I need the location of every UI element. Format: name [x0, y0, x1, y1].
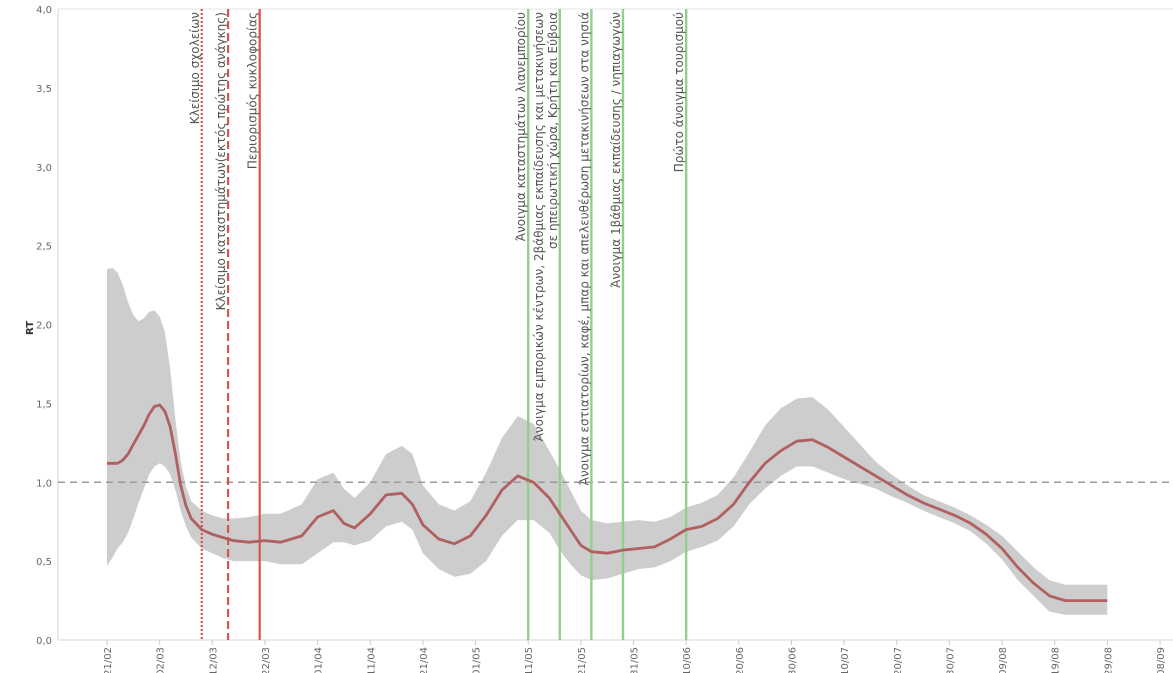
confidence-band [107, 267, 1108, 615]
x-tick-label: 29/08 [1103, 647, 1114, 673]
x-tick-label: 09/08 [998, 647, 1009, 673]
x-tick-label: 01/05 [472, 647, 483, 673]
rt-line [107, 403, 1108, 602]
y-tick-label: 4,0 [36, 5, 52, 16]
y-tick-label: 0,5 [36, 557, 52, 568]
event-label-3: Άνοιγμα καταστημάτων λιανεμπορίου [514, 12, 528, 241]
x-tick-label: 21/02 [103, 647, 114, 673]
x-tick-label: 11/05 [524, 647, 535, 673]
x-tick-label: 31/05 [630, 647, 641, 673]
rt-line-layer [107, 403, 1108, 602]
x-tick-label: 10/06 [682, 647, 693, 673]
event-lines-layer: Κλείσιμο σχολείων Κλείσιμο καταστημάτων(ε… [188, 9, 688, 640]
x-tick-label: 12/03 [208, 647, 219, 673]
x-tick-label: 20/06 [735, 647, 746, 673]
x-tick-label: 20/07 [893, 647, 904, 673]
event-label-7: Πρώτο άνοιγμα τουρισμού [672, 12, 686, 172]
x-tick-label: 21/04 [419, 647, 430, 673]
event-label-5: Άνοιγμα εστιατορίων, καφέ, μπαρ και απελ… [577, 12, 591, 485]
confidence-band-layer [107, 267, 1108, 615]
x-tick-label: 08/09 [1156, 647, 1167, 673]
x-tick-label: 30/06 [787, 647, 798, 673]
y-axis-label: RT [25, 321, 36, 335]
y-tick-label: 1,0 [36, 478, 52, 489]
x-tick-label: 19/08 [1051, 647, 1062, 673]
y-ticks: 0,0 0,5 1,0 1,5 2,0 2,5 3,0 3,5 4,0 [36, 5, 52, 647]
event-label-2: Περιορισμός κυκλοφορίας [246, 12, 260, 169]
event-label-4-0: Άνοιγμα εμπορικών κέντρων, 2βάθμιας εκπα… [532, 12, 546, 442]
x-tick-label: 21/05 [577, 647, 588, 673]
x-tick-label: 30/07 [945, 647, 956, 673]
x-tick-label: 01/04 [314, 647, 325, 673]
event-label-6: Άνοιγμα 1βάθμιας εκπαίδευσης / νηπιαγωγώ… [609, 12, 623, 288]
x-ticks: 21/02 02/03 12/03 22/03 01/04 11/04 21/04 01/05… [103, 640, 1167, 673]
x-tick-label: 22/03 [261, 647, 272, 673]
y-tick-label: 3,0 [36, 163, 52, 174]
y-tick-label: 1,5 [36, 399, 52, 410]
y-tick-label: 2,0 [36, 321, 52, 332]
x-tick-label: 11/04 [366, 647, 377, 673]
event-label-0: Κλείσιμο σχολείων [188, 12, 202, 125]
event-label-4-1: σε ηπειρωτική χώρα, Κρήτη και Εύβοια [546, 12, 560, 249]
plot-frame [57, 8, 1173, 641]
x-tick-label: 02/03 [156, 647, 167, 673]
y-tick-label: 3,5 [36, 84, 52, 95]
y-tick-label: 2,5 [36, 242, 52, 253]
y-tick-label: 0,0 [36, 636, 52, 647]
x-tick-label: 10/07 [840, 647, 851, 673]
event-label-1: Κλείσιμο καταστημάτων(εκτός πρώτης ανάγκ… [214, 12, 228, 310]
